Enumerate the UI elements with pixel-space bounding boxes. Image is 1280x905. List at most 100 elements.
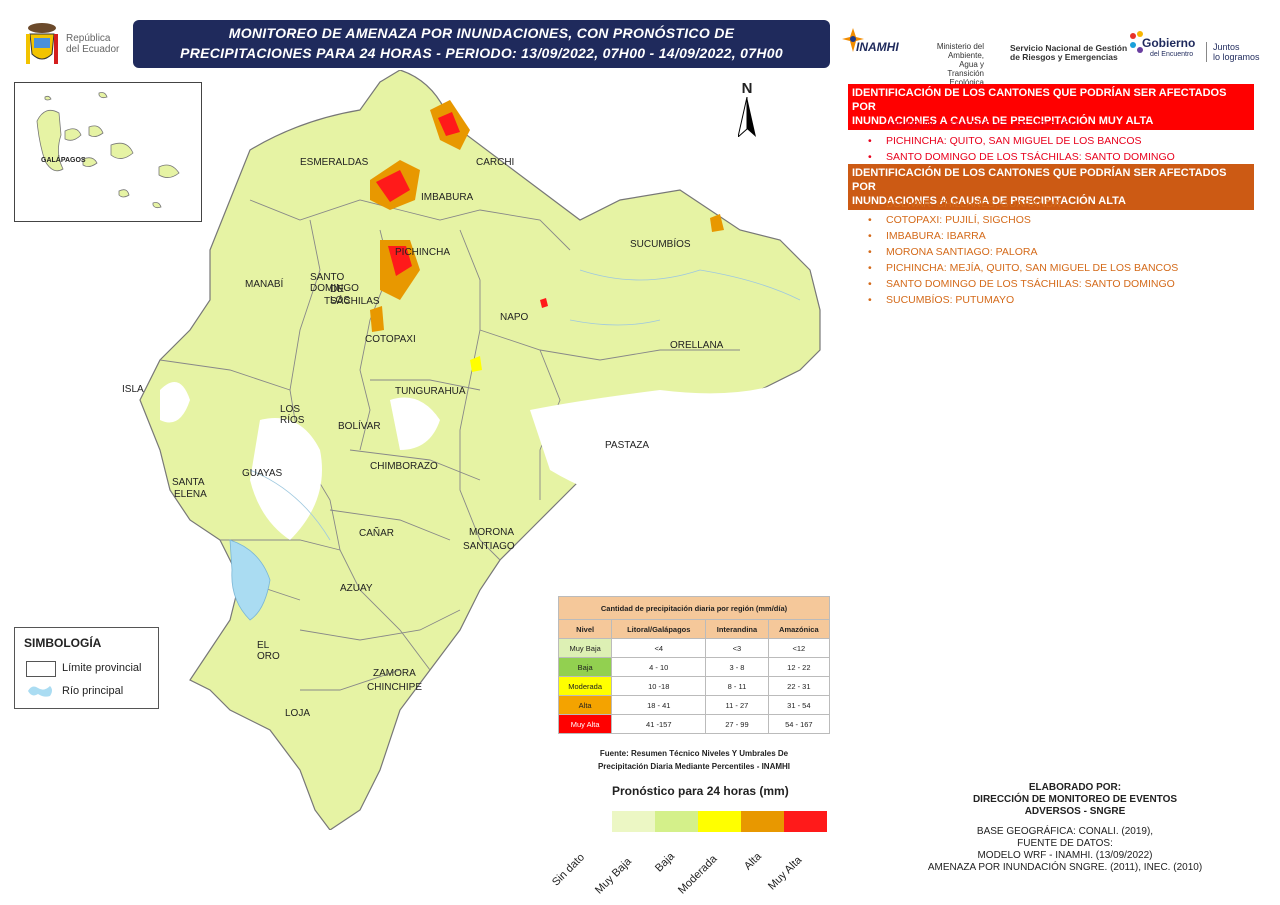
level-cell: Muy Baja: [557, 638, 613, 658]
scale-swatch-muy-baja: [612, 811, 655, 832]
label-morona: MORONA: [469, 527, 514, 538]
label-carchi: CARCHI: [476, 157, 515, 168]
label-pastaza: PASTAZA: [605, 440, 650, 451]
table-row: Baja 4 - 10 3 - 8 12 - 22: [557, 657, 831, 677]
ministry-line3: Transición Ecológica: [947, 69, 984, 87]
list-item: SANTO DOMINGO DE LOS TSÁCHILAS: SANTO DO…: [868, 149, 1175, 165]
label-orellana: ORELLANA: [670, 340, 724, 351]
level-cell: Moderada: [557, 676, 613, 696]
label-guayas: GUAYAS: [242, 468, 283, 479]
table-row: Moderada 10 -18 8 - 11 22 - 31: [557, 676, 831, 696]
table-cell: 22 - 31: [767, 676, 831, 696]
label-elena: ELENA: [174, 489, 207, 500]
list-item: MORONA SANTIAGO: PALORA: [868, 244, 1178, 260]
table-header: Amazónica: [767, 619, 831, 639]
source-line2: Precipitación Diaria Mediante Percentile…: [597, 762, 791, 771]
threshold-table: Cantidad de precipitación diaria por reg…: [557, 596, 831, 734]
table-cell: 3 - 8: [705, 657, 769, 677]
high-list: BOLÍVAR: CHILLANES, GUARANDA COTOPAXI: P…: [868, 196, 1178, 308]
label-azuay: AZUAY: [340, 583, 373, 594]
north-arrow-icon: [737, 96, 756, 139]
label-pichincha: PICHINCHA: [395, 247, 451, 258]
inamhi-icon: [842, 28, 864, 52]
table-row: Alta 18 - 41 11 - 27 31 - 54: [557, 695, 831, 715]
table-cell: <12: [767, 638, 831, 658]
label-napo: NAPO: [500, 312, 529, 323]
label-santa: SANTA: [172, 477, 205, 488]
republic-line1: República: [66, 33, 111, 44]
table-cell: 8 - 11: [705, 676, 769, 696]
elab-line1: ELABORADO POR:: [1028, 782, 1122, 793]
label-zamora: ZAMORA: [373, 668, 416, 679]
inamhi-logo: INAMHI: [842, 28, 899, 57]
table-header: Litoral/Galápagos: [611, 619, 707, 639]
level-cell: Muy Alta: [557, 714, 613, 734]
elaborado-block: ELABORADO POR: DIRECCIÓN DE MONITOREO DE…: [940, 782, 1210, 818]
label-manabi: MANABÍ: [245, 279, 284, 290]
galapagos-inset: GALÁPAGOS: [14, 82, 202, 222]
label-santo-domingo-2: DE LOS: [330, 284, 351, 306]
list-item: COTOPAXI: PUJILÍ, SIGCHOS: [868, 212, 1178, 228]
label-santo-domingo-3: TSÁCHILAS: [324, 296, 380, 307]
label-santiago: SANTIAGO: [463, 541, 515, 552]
ministry-line1: Ministerio del: [936, 42, 984, 51]
juntos-logo: Juntos lo logramos: [1206, 42, 1260, 62]
elab-line3: ADVERSOS - SNGRE: [1024, 806, 1126, 817]
rivers: [249, 269, 801, 541]
table-cell: 41 -157: [611, 714, 707, 734]
republic-line2: del Ecuador: [66, 44, 120, 55]
limit-swatch: [26, 661, 56, 677]
fuente-line: FUENTE DE DATOS:: [1017, 838, 1113, 849]
north-label: N: [741, 80, 753, 97]
modelo-line: MODELO WRF - INAMHI. (13/09/2022): [977, 850, 1153, 861]
page-title: MONITOREO DE AMENAZA POR INUNDACIONES, C…: [133, 20, 830, 68]
title-line2: PRECIPITACIONES PARA 24 HORAS - PERIODO:…: [180, 45, 783, 61]
ecuador-outline: [139, 70, 821, 830]
table-cell: 10 -18: [611, 676, 707, 696]
sngre-logo: Servicio Nacional de Gestión de Riesgos …: [1010, 44, 1127, 62]
level-cell: Alta: [557, 695, 613, 715]
scale-swatch-alta: [741, 811, 784, 832]
table-row: Muy Baja <4 <3 <12: [557, 638, 831, 658]
legend-title: SIMBOLOGÍA: [24, 636, 102, 650]
list-item: SANTO DOMINGO DE LOS TSÁCHILAS: SANTO DO…: [868, 276, 1178, 292]
ministry-logo: Ministerio del Ambiente, Agua y Transici…: [930, 42, 984, 87]
table-header: Nivel: [557, 619, 613, 639]
river-swatch-icon: [28, 686, 52, 697]
gobierno-label: Gobierno: [1142, 36, 1196, 50]
no-data-zones: [160, 380, 790, 540]
limit-label: Límite provincial: [62, 662, 142, 674]
label-chinchipe: CHINCHIPE: [367, 682, 423, 693]
sngre-line2: de Riesgos y Emergencias: [1010, 52, 1118, 62]
label-los-rios: LOS RÍOS: [280, 404, 305, 426]
table-cell: 11 - 27: [705, 695, 769, 715]
table-cell: 27 - 99: [705, 714, 769, 734]
list-item: IMBABURA: IBARRA: [868, 228, 1178, 244]
amenaza-line: AMENAZA POR INUNDACIÓN SNGRE. (2011), IN…: [927, 862, 1203, 873]
sngre-line1: Servicio Nacional de Gestión: [1010, 43, 1128, 53]
list-item: SUCUMBÍOS: PUTUMAYO: [868, 292, 1178, 308]
republic-label: República del Ecuador: [66, 33, 119, 55]
gobierno-sub: del Encuentro: [1150, 51, 1194, 58]
very-high-line1: IDENTIFICACIÓN DE LOS CANTONES QUE PODRÍ…: [852, 87, 1227, 113]
scale-label: Alta: [742, 850, 764, 873]
label-bolivar: BOLÍVAR: [338, 421, 381, 432]
gulf-water: [229, 539, 271, 621]
river-label: Río principal: [62, 685, 124, 697]
galapagos-islands: [36, 92, 180, 209]
title-line1: MONITOREO DE AMENAZA POR INUNDACIONES, C…: [228, 25, 735, 41]
scale-label: Muy Baja: [593, 855, 634, 897]
table-cell: 54 - 167: [767, 714, 831, 734]
list-item: PICHINCHA: MEJÍA, QUITO, SAN MIGUEL DE L…: [868, 260, 1178, 276]
label-sucumbios: SUCUMBÍOS: [630, 239, 691, 250]
label-santo-domingo-1: SANTO DOMINGO: [310, 272, 359, 294]
scale-label: Baja: [653, 850, 678, 875]
base-line: BASE GEOGRÁFICA: CONALI. (2019),: [976, 826, 1154, 837]
label-esmeraldas: ESMERALDAS: [300, 157, 369, 168]
north-arrow: N: [737, 80, 756, 142]
scale-swatch-baja: [655, 811, 698, 832]
high-line1: IDENTIFICACIÓN DE LOS CANTONES QUE PODRÍ…: [852, 167, 1227, 193]
table-title: Cantidad de precipitación diaria por reg…: [558, 596, 830, 620]
table-cell: 31 - 54: [767, 695, 831, 715]
table-source: Fuente: Resumen Técnico Niveles Y Umbral…: [558, 747, 830, 773]
